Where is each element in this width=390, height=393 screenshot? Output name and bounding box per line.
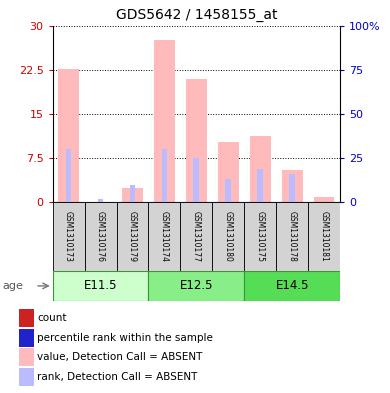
- Bar: [85, 202, 117, 271]
- Bar: [314, 196, 335, 202]
- Bar: [53, 271, 149, 301]
- Bar: [308, 202, 340, 271]
- Bar: [19, 349, 34, 366]
- Bar: [117, 202, 149, 271]
- Text: GSM1310180: GSM1310180: [224, 211, 233, 262]
- Text: GSM1310177: GSM1310177: [192, 211, 201, 262]
- Bar: [282, 170, 303, 202]
- Bar: [98, 199, 103, 202]
- Bar: [212, 202, 244, 271]
- Bar: [149, 202, 181, 271]
- Bar: [181, 202, 212, 271]
- Text: E14.5: E14.5: [275, 279, 309, 292]
- Bar: [154, 40, 175, 202]
- Bar: [129, 185, 135, 202]
- Bar: [225, 179, 231, 202]
- Text: rank, Detection Call = ABSENT: rank, Detection Call = ABSENT: [37, 372, 198, 382]
- Bar: [250, 136, 271, 202]
- Text: GSM1310174: GSM1310174: [160, 211, 169, 262]
- Text: GSM1310173: GSM1310173: [64, 211, 73, 262]
- Text: GSM1310175: GSM1310175: [256, 211, 265, 262]
- Bar: [186, 79, 207, 202]
- Bar: [19, 329, 34, 347]
- Bar: [244, 271, 340, 301]
- Bar: [122, 187, 143, 202]
- Text: age: age: [2, 281, 23, 291]
- Title: GDS5642 / 1458155_at: GDS5642 / 1458155_at: [115, 8, 277, 22]
- Bar: [244, 202, 276, 271]
- Text: percentile rank within the sample: percentile rank within the sample: [37, 333, 213, 343]
- Text: GSM1310178: GSM1310178: [288, 211, 297, 262]
- Bar: [53, 202, 85, 271]
- Bar: [289, 174, 295, 202]
- Bar: [19, 310, 34, 327]
- Text: GSM1310181: GSM1310181: [320, 211, 329, 262]
- Bar: [58, 69, 79, 202]
- Bar: [161, 149, 167, 202]
- Bar: [276, 202, 308, 271]
- Text: value, Detection Call = ABSENT: value, Detection Call = ABSENT: [37, 352, 203, 362]
- Text: E11.5: E11.5: [84, 279, 117, 292]
- Text: GSM1310176: GSM1310176: [96, 211, 105, 262]
- Bar: [19, 368, 34, 386]
- Text: count: count: [37, 313, 67, 323]
- Bar: [257, 169, 263, 202]
- Text: E12.5: E12.5: [180, 279, 213, 292]
- Bar: [66, 149, 71, 202]
- Bar: [218, 142, 239, 202]
- Text: GSM1310179: GSM1310179: [128, 211, 137, 262]
- Bar: [193, 158, 199, 202]
- Bar: [149, 271, 244, 301]
